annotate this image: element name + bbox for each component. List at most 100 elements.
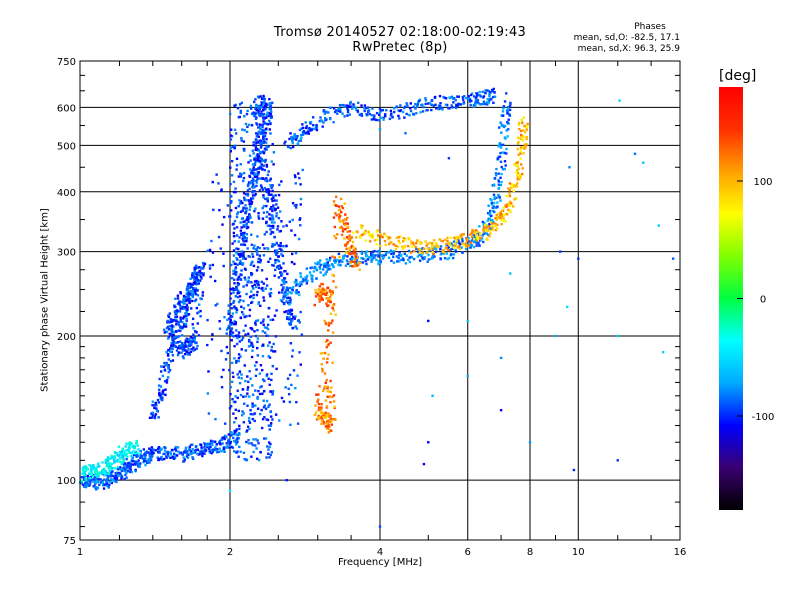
data-point <box>189 290 192 293</box>
data-point <box>343 202 346 205</box>
data-point <box>264 287 267 290</box>
data-point <box>510 185 513 188</box>
data-point <box>229 138 233 141</box>
data-point <box>265 163 268 167</box>
data-point <box>264 102 268 105</box>
data-point <box>284 280 288 284</box>
data-point <box>147 460 151 464</box>
data-point <box>248 370 251 373</box>
data-point <box>236 107 240 110</box>
data-point <box>252 296 255 300</box>
data-point <box>526 122 529 126</box>
data-point <box>505 152 508 155</box>
data-point <box>237 205 240 208</box>
data-point <box>249 344 253 347</box>
data-point <box>170 329 174 333</box>
data-point <box>159 370 163 373</box>
data-point <box>418 253 421 257</box>
data-point <box>485 237 488 240</box>
data-point <box>324 425 328 428</box>
data-point <box>230 329 233 332</box>
data-point <box>194 267 197 270</box>
data-point <box>188 293 192 296</box>
data-point <box>271 214 274 218</box>
data-point <box>224 434 227 438</box>
data-point <box>289 301 292 304</box>
data-point <box>192 292 195 295</box>
data-point <box>238 236 241 239</box>
data-point <box>139 462 142 465</box>
data-point <box>256 178 259 181</box>
data-point <box>182 307 186 310</box>
data-point <box>253 172 256 175</box>
data-point <box>262 112 266 116</box>
data-point <box>245 292 248 296</box>
data-point <box>480 237 484 240</box>
data-point <box>320 419 324 423</box>
data-point <box>243 237 246 240</box>
data-point <box>524 144 527 147</box>
data-point <box>185 314 189 317</box>
data-point <box>249 159 252 162</box>
data-point <box>260 280 264 284</box>
data-point <box>346 255 349 258</box>
data-point <box>405 102 408 105</box>
data-point <box>382 116 385 120</box>
data-point <box>352 260 356 263</box>
data-point <box>241 201 244 205</box>
data-point <box>233 320 236 323</box>
data-point <box>193 338 196 341</box>
data-point <box>183 352 187 356</box>
data-point <box>220 349 223 353</box>
data-point <box>493 196 496 199</box>
data-point <box>240 136 243 140</box>
data-point <box>395 236 398 240</box>
data-point <box>211 333 214 336</box>
data-point <box>484 91 487 95</box>
data-point <box>255 135 259 138</box>
data-point <box>174 305 177 308</box>
data-point <box>371 253 374 256</box>
data-point <box>329 117 332 121</box>
data-point <box>436 245 440 248</box>
data-point <box>279 229 282 233</box>
data-point <box>346 108 350 112</box>
data-point <box>378 107 382 110</box>
data-point <box>516 169 519 172</box>
data-point <box>218 447 221 450</box>
data-point <box>94 478 98 481</box>
data-point <box>572 468 576 472</box>
data-point <box>235 212 239 216</box>
data-point <box>420 247 423 251</box>
data-point <box>235 285 238 289</box>
data-point <box>286 272 289 276</box>
data-point <box>81 483 85 486</box>
data-point <box>195 279 198 283</box>
data-point <box>218 439 222 443</box>
data-point <box>324 293 327 297</box>
data-point <box>331 417 335 421</box>
data-point <box>498 142 502 145</box>
data-point <box>257 104 260 108</box>
data-point <box>334 418 337 421</box>
data-point <box>508 200 512 204</box>
data-point <box>236 289 240 293</box>
data-point <box>266 445 269 448</box>
data-point <box>616 334 619 338</box>
data-point <box>341 227 344 230</box>
data-point <box>84 485 88 489</box>
data-point <box>498 217 501 220</box>
data-point <box>234 408 238 411</box>
data-point <box>234 190 237 194</box>
data-point <box>210 338 214 341</box>
data-point <box>174 449 178 452</box>
data-point <box>338 107 341 111</box>
data-point <box>458 237 462 240</box>
data-point <box>94 486 97 489</box>
data-point <box>184 340 188 343</box>
data-point <box>242 171 246 175</box>
data-point <box>205 444 208 447</box>
data-point <box>173 319 176 322</box>
data-point <box>500 165 503 169</box>
data-point <box>324 116 327 120</box>
